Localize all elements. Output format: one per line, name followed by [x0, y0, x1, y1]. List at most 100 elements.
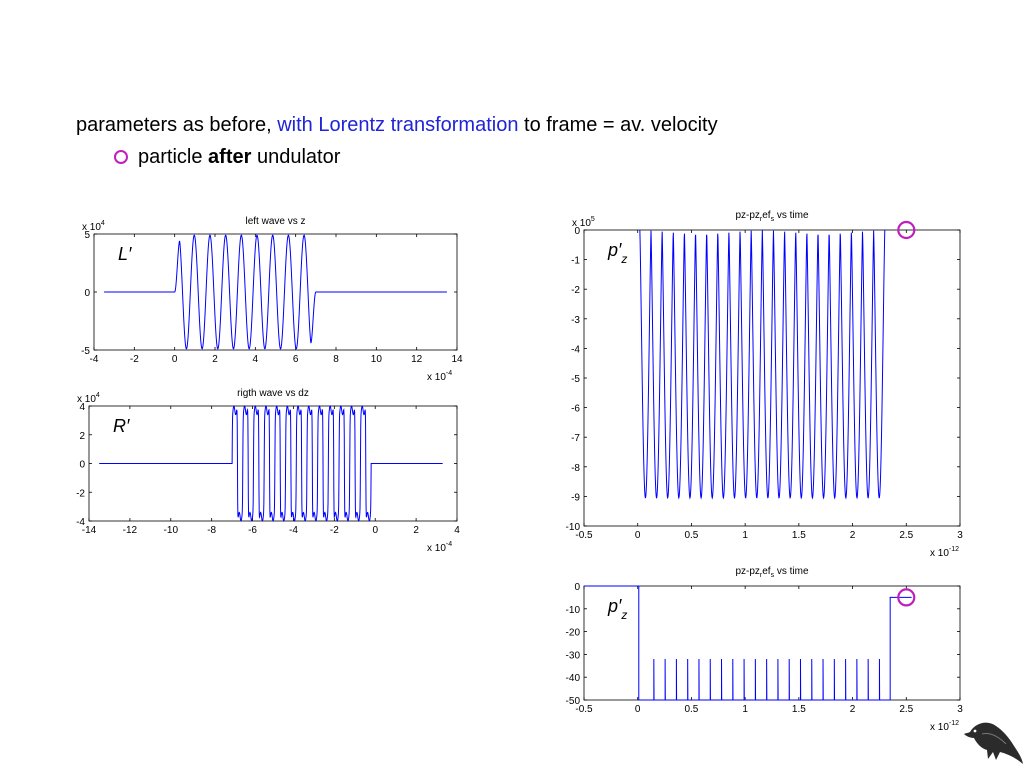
- y-exponent-label: x 104: [77, 392, 100, 405]
- y-tick-label: 2: [79, 431, 85, 442]
- x-tick-label: 1.5: [792, 704, 806, 715]
- chart-title-part: pz-pz: [735, 210, 759, 221]
- x-tick-label: -12: [123, 525, 138, 536]
- x-tick-label: 4: [454, 525, 460, 536]
- x-tick-label: 4: [253, 354, 259, 365]
- y-tick-label: -3: [571, 315, 580, 326]
- y-tick-label: 0: [84, 288, 90, 299]
- chart-title-part: r: [760, 572, 763, 579]
- y-exponent: 5: [591, 216, 595, 223]
- plot-frame: [583, 585, 961, 701]
- y-tick-label: -2: [571, 285, 580, 296]
- y-exponent-label: x 104: [82, 220, 105, 233]
- chart-symbol-label: p′z: [607, 240, 627, 266]
- y-tick-label: -4: [76, 517, 85, 528]
- y-tick-label: -7: [571, 433, 580, 444]
- y-exponent: 4: [96, 392, 100, 399]
- y-tick-label: -10: [566, 522, 581, 533]
- highlight-circle-marker: [897, 588, 916, 607]
- x-tick-label: 2: [212, 354, 218, 365]
- y-tick-label: -9: [571, 492, 580, 503]
- x-tick-label: 0: [635, 530, 641, 541]
- y-tick-label: -2: [76, 488, 85, 499]
- chart-title-part: s: [771, 216, 775, 223]
- x-tick-label: -4: [90, 354, 99, 365]
- x-tick-label: 2: [413, 525, 419, 536]
- x-tick-label: -14: [82, 525, 97, 536]
- chart-title-part: ef: [762, 566, 771, 577]
- x-tick-label: 2.5: [899, 530, 913, 541]
- y-tick-label: -30: [566, 650, 581, 661]
- right-wave-chart: rigth wave vs dz -14 -12 -10 -8 -6 -4 -2 0 2 4 4 2 0 -…: [76, 388, 460, 554]
- x-exponent: -12: [949, 546, 959, 553]
- chart-title-part: vs time: [774, 566, 809, 577]
- y-exponent-label: x 105: [572, 216, 595, 229]
- bullet-item: particle after undulator: [114, 146, 340, 169]
- chart-title-part: r: [760, 216, 763, 223]
- x-exponent-label: x 10-4: [427, 370, 452, 383]
- x-exponent: -4: [446, 370, 452, 377]
- x-tick-label: 1: [742, 530, 748, 541]
- x-tick-label: 0: [635, 704, 641, 715]
- series-line: [104, 234, 447, 350]
- chart-title: pz-pzrefs vs time: [735, 210, 809, 223]
- x-tick-label: 14: [451, 354, 463, 365]
- x-tick-label: 1.5: [792, 530, 806, 541]
- bullet-text-2: undulator: [256, 146, 341, 168]
- series-line: [639, 229, 886, 500]
- x-tick-label: 1: [742, 704, 748, 715]
- x-tick-label: 2.5: [899, 704, 913, 715]
- chart-title: pz-pzrefs vs time: [735, 566, 809, 579]
- symbol-subscript: z: [620, 608, 627, 622]
- x-tick-label: -6: [248, 525, 257, 536]
- highlight-circle-marker: [897, 220, 916, 240]
- y-tick-label: 0: [574, 226, 580, 237]
- chart-title-part: pz-pz: [735, 566, 759, 577]
- x-exponent: -4: [446, 541, 452, 548]
- symbol-main: p′: [607, 596, 622, 616]
- x-tick-label: 8: [333, 354, 339, 365]
- y-tick-label: -50: [566, 696, 581, 707]
- x-tick-label: 0.5: [684, 704, 698, 715]
- x-tick-label: -0.5: [575, 530, 593, 541]
- x-exponent: -12: [949, 720, 959, 727]
- y-tick-label: -6: [571, 404, 580, 415]
- chart-symbol-label: L′: [118, 244, 132, 264]
- chart-title-part: vs time: [774, 210, 809, 221]
- bullet-bold-text: after: [208, 146, 252, 168]
- y-tick-label: -10: [566, 605, 581, 616]
- x-tick-label: 12: [411, 354, 423, 365]
- x-exponent-label: x 10-4: [427, 541, 452, 554]
- x-tick-label: -10: [164, 525, 179, 536]
- pz-time-chart-top: pz-pzrefs vs time -0.5 0 0.5 1 1.5 2 2.5 3 0 -1 -2 -…: [566, 210, 964, 559]
- x-tick-label: 3: [957, 530, 963, 541]
- x-tick-label: 2: [850, 530, 856, 541]
- heading-accent-text: with Lorentz transformation: [277, 114, 519, 136]
- y-tick-label: 4: [79, 402, 85, 413]
- slide-heading: parameters as before, with Lorentz trans…: [76, 114, 718, 137]
- series-line: [584, 585, 912, 701]
- y-tick-label: -8: [571, 463, 580, 474]
- left-wave-chart: left wave vs z -4 -2 0 2 4 6 8 10 12 14 5 0 -5 x 104 x …: [81, 216, 463, 383]
- x-tick-label: 0: [172, 354, 178, 365]
- series-line: [99, 405, 443, 522]
- x-tick-label: 6: [293, 354, 299, 365]
- crow-logo: [964, 722, 1023, 764]
- circle-outline-icon: [114, 150, 128, 164]
- chart-title: left wave vs z: [245, 216, 305, 227]
- heading-text-2: to frame = av. velocity: [524, 114, 718, 136]
- symbol-subscript: z: [620, 252, 627, 266]
- y-tick-label: -1: [571, 256, 580, 267]
- y-tick-label: -4: [571, 344, 580, 355]
- y-tick-label: -20: [566, 628, 581, 639]
- y-exponent: 4: [101, 220, 105, 227]
- y-tick-label: -40: [566, 673, 581, 684]
- y-tick-label: -5: [81, 346, 90, 357]
- symbol-main: p′: [607, 240, 622, 260]
- y-tick-label: 0: [574, 582, 580, 593]
- x-tick-label: 10: [371, 354, 383, 365]
- pz-time-chart-bottom: pz-pzrefs vs time -0.5 0 0.5 1 1.5 2 2.5 3 0 -10 -2…: [566, 566, 964, 733]
- y-tick-label: 0: [79, 460, 85, 471]
- x-tick-label: 0: [372, 525, 378, 536]
- x-tick-label: -0.5: [575, 704, 593, 715]
